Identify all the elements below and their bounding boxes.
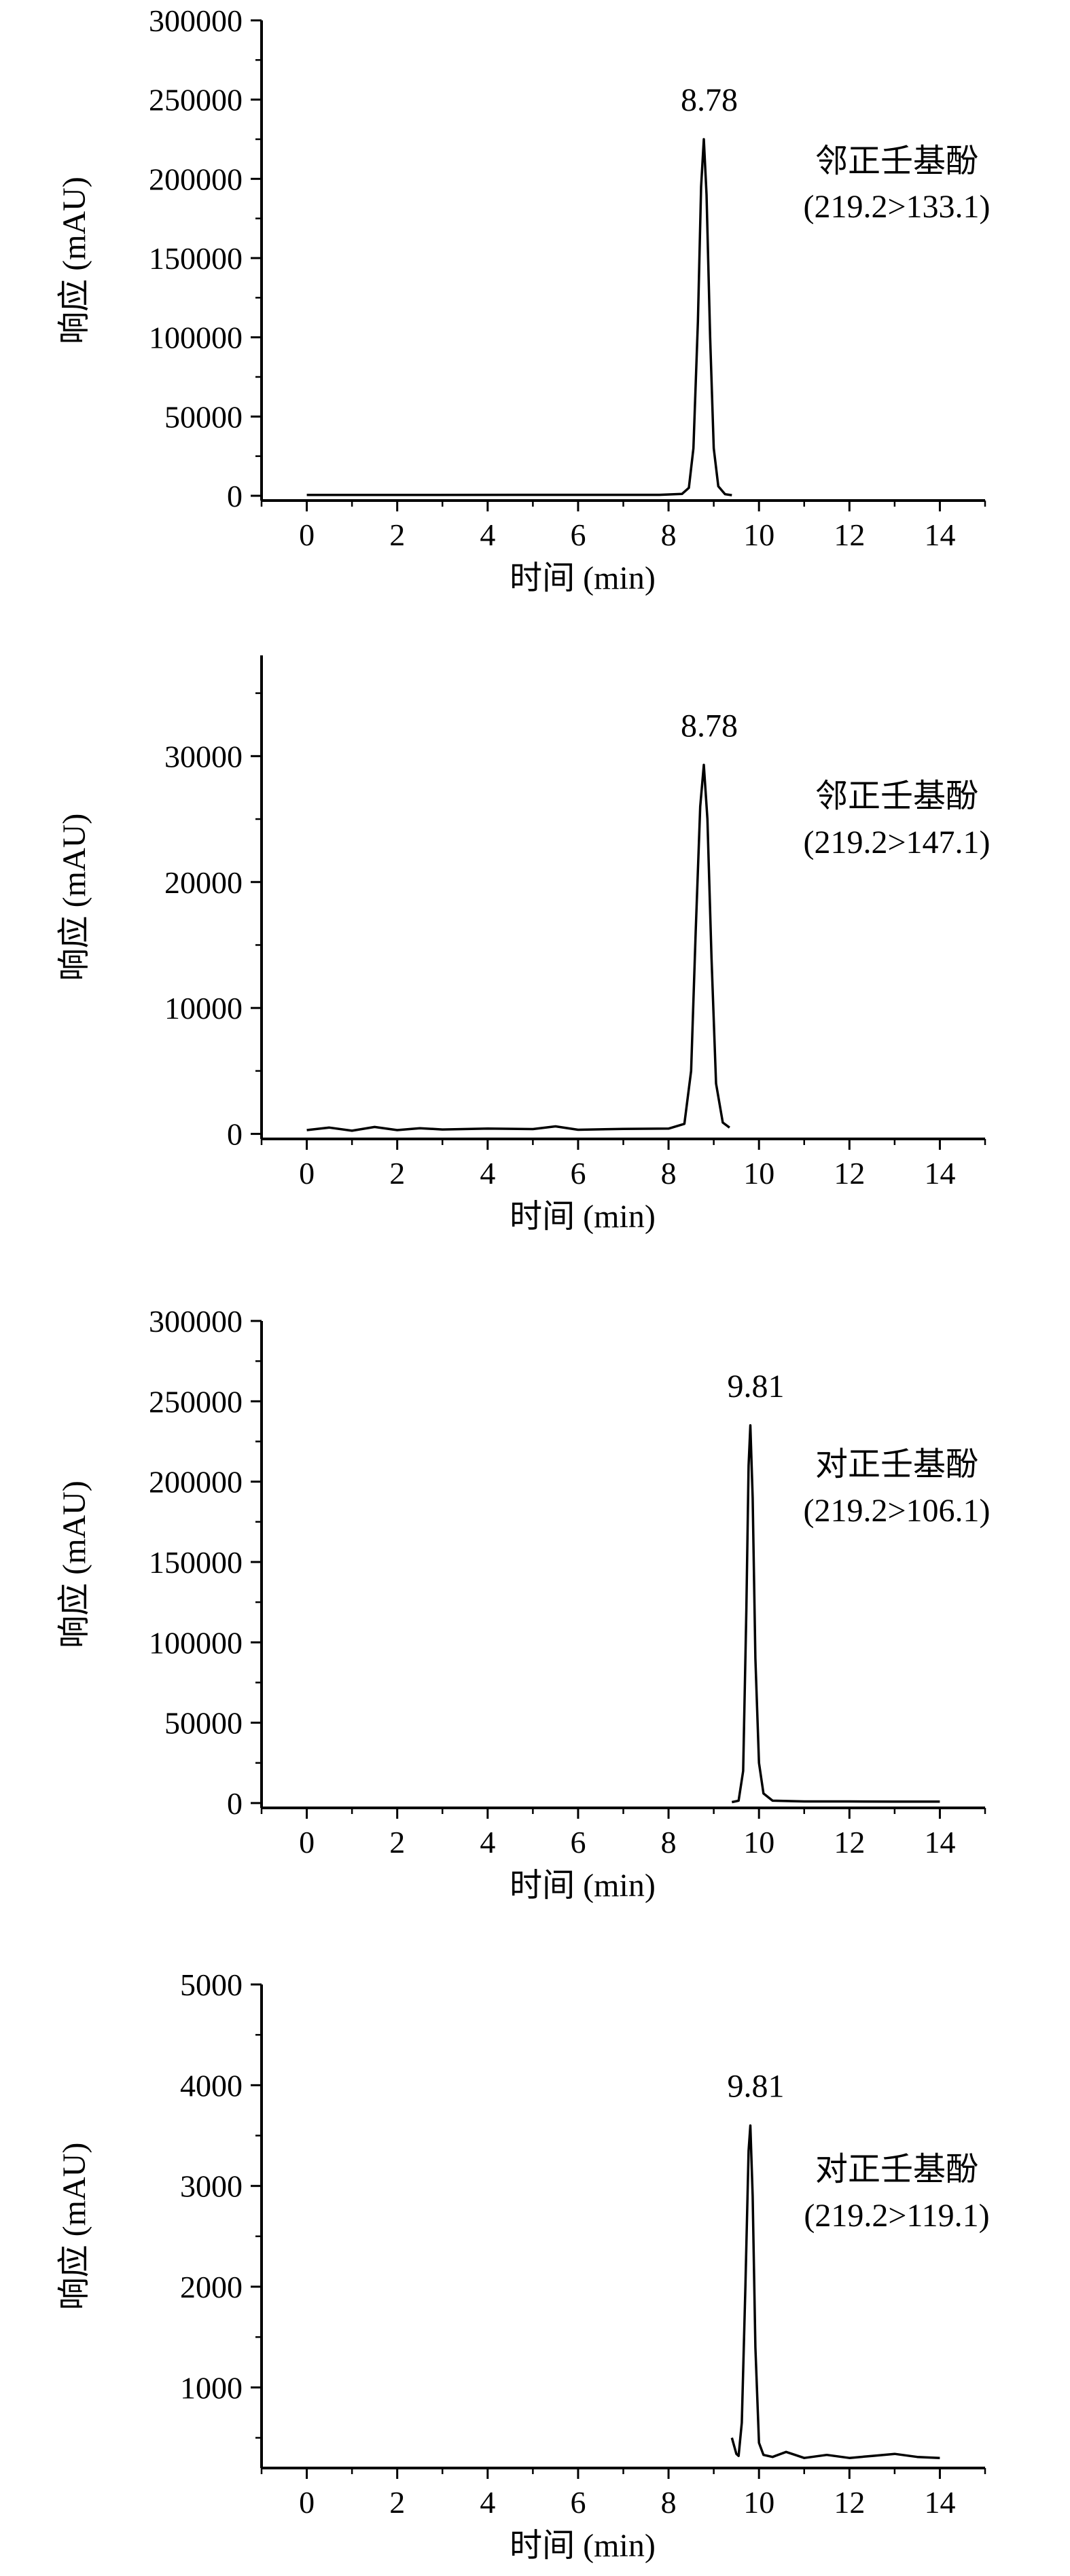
y-tick-label: 50000 xyxy=(164,399,243,434)
y-axis-title: 响应 (mAU) xyxy=(56,2143,92,2310)
mrm-transition-label: (219.2>147.1) xyxy=(803,824,990,860)
y-tick-label: 150000 xyxy=(149,241,243,276)
y-tick-label: 20000 xyxy=(164,865,243,900)
x-axis-title: 时间 (min) xyxy=(510,560,656,596)
compound-name-label: 对正壬基酚 xyxy=(815,1447,978,1483)
peak-retention-label: 8.78 xyxy=(681,82,738,118)
y-tick-label: 250000 xyxy=(149,83,243,117)
x-axis-title: 时间 (min) xyxy=(510,2528,656,2564)
x-tick-label: 6 xyxy=(570,1825,586,1860)
y-tick-label: 200000 xyxy=(149,1465,243,1500)
y-tick-label: 0 xyxy=(227,1786,243,1821)
y-tick-label: 250000 xyxy=(149,1384,243,1419)
peak-retention-label: 9.81 xyxy=(728,1368,785,1404)
panel-1: 0 2 4 6 8 10 12 14 0 50000 100000 150000 200000 25000… xyxy=(56,3,991,596)
x-tick-label: 10 xyxy=(743,518,774,552)
y-tick-label: 1000 xyxy=(180,2370,243,2405)
x-tick-label: 8 xyxy=(661,1825,677,1860)
y-tick-label: 150000 xyxy=(149,1545,243,1580)
peak-retention-label: 9.81 xyxy=(728,2069,785,2105)
compound-name-label: 对正壬基酚 xyxy=(815,2152,978,2188)
panel-2: 0 2 4 6 8 10 12 14 0 10000 20000 30000 时间 (min) 响应 (m… xyxy=(56,655,991,1235)
y-tick-label: 200000 xyxy=(149,162,243,196)
y-tick-label: 10000 xyxy=(164,991,243,1026)
x-tick-label: 12 xyxy=(834,1156,865,1191)
y-tick-label: 0 xyxy=(227,479,243,513)
y-tick-label: 300000 xyxy=(149,3,243,38)
compound-name-label: 邻正壬基酚 xyxy=(815,778,978,814)
panel-3: 0 2 4 6 8 10 12 14 0 50000 100000 150000 200000 25000… xyxy=(56,1304,991,1904)
x-tick-label: 14 xyxy=(924,1156,955,1191)
x-tick-label: 8 xyxy=(661,518,677,552)
y-tick-label: 0 xyxy=(227,1117,243,1152)
x-tick-label: 10 xyxy=(743,1156,774,1191)
x-tick-label: 0 xyxy=(299,518,315,552)
series-trace-1 xyxy=(730,2124,940,2459)
x-tick-label: 10 xyxy=(743,1825,774,1860)
x-tick-label: 0 xyxy=(299,1156,315,1191)
x-tick-label: 12 xyxy=(834,1825,865,1860)
mrm-transition-label: (219.2>133.1) xyxy=(803,189,990,225)
mrm-transition-label: (219.2>119.1) xyxy=(804,2198,989,2234)
x-tick-label: 12 xyxy=(834,2485,865,2520)
x-tick-label: 2 xyxy=(389,1156,405,1191)
mrm-transition-label: (219.2>106.1) xyxy=(803,1493,990,1529)
series-trace-1 xyxy=(731,1424,940,1804)
y-axis-title: 响应 (mAU) xyxy=(56,1481,92,1648)
x-tick-label: 8 xyxy=(661,1156,677,1191)
y-tick-label: 3000 xyxy=(180,2169,243,2204)
x-axis-title: 时间 (min) xyxy=(510,1199,656,1235)
y-tick-label: 30000 xyxy=(164,739,243,774)
x-tick-label: 2 xyxy=(389,2485,405,2520)
x-tick-label: 0 xyxy=(299,2485,315,2520)
compound-name-label: 邻正壬基酚 xyxy=(815,143,978,179)
x-tick-label: 14 xyxy=(924,518,955,552)
x-tick-label: 14 xyxy=(924,1825,955,1860)
x-tick-label: 0 xyxy=(299,1825,315,1860)
series-trace-1 xyxy=(306,138,732,496)
y-tick-label: 2000 xyxy=(180,2270,243,2304)
y-tick-label: 300000 xyxy=(149,1304,243,1339)
y-tick-label: 5000 xyxy=(180,1967,243,2002)
panel-4: 0 2 4 6 8 10 12 14 1000 2000 3000 4000 5000 时间 (min) 响… xyxy=(56,1967,990,2564)
x-tick-label: 8 xyxy=(661,2485,677,2520)
peak-retention-label: 8.78 xyxy=(681,708,738,744)
x-tick-label: 4 xyxy=(480,518,495,552)
x-tick-label: 14 xyxy=(924,2485,955,2520)
x-tick-label: 6 xyxy=(570,518,586,552)
y-tick-label: 4000 xyxy=(180,2068,243,2103)
series-trace-1 xyxy=(306,763,730,1132)
x-tick-label: 6 xyxy=(570,2485,586,2520)
y-axis-title: 响应 (mAU) xyxy=(56,177,92,344)
y-axis-title: 响应 (mAU) xyxy=(56,814,92,981)
x-tick-label: 4 xyxy=(480,2485,495,2520)
x-axis-title: 时间 (min) xyxy=(510,1868,656,1904)
x-tick-label: 4 xyxy=(480,1825,495,1860)
x-tick-label: 4 xyxy=(480,1156,495,1191)
x-tick-label: 2 xyxy=(389,1825,405,1860)
y-tick-label: 100000 xyxy=(149,1625,243,1660)
x-tick-label: 10 xyxy=(743,2485,774,2520)
y-tick-label: 50000 xyxy=(164,1706,243,1741)
y-tick-label: 100000 xyxy=(149,321,243,355)
x-tick-label: 12 xyxy=(834,518,865,552)
x-tick-label: 2 xyxy=(389,518,405,552)
x-tick-label: 6 xyxy=(570,1156,586,1191)
